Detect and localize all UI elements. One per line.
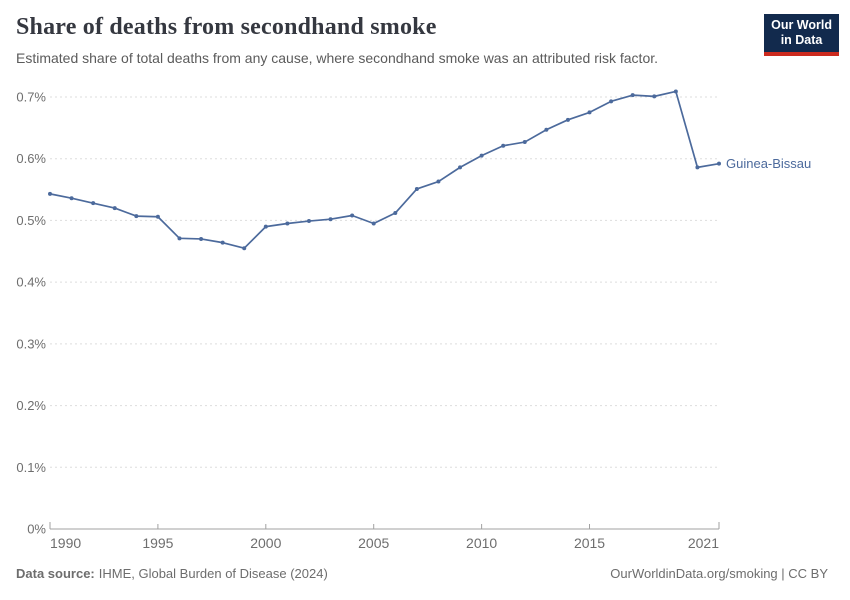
data-point[interactable] [479, 153, 484, 158]
y-axis-tick-label: 0.2% [16, 398, 46, 413]
chart-title: Share of deaths from secondhand smoke [16, 14, 437, 40]
data-point[interactable] [587, 110, 592, 115]
x-axis-tick-label: 2015 [574, 535, 605, 551]
x-axis-tick-label: 1990 [50, 535, 81, 551]
data-point[interactable] [134, 214, 139, 219]
data-point[interactable] [242, 246, 247, 251]
data-point[interactable] [544, 127, 549, 132]
owid-logo-line2: in Data [780, 33, 823, 47]
chart-subtitle: Estimated share of total deaths from any… [16, 50, 659, 66]
data-point[interactable] [306, 219, 311, 224]
data-point[interactable] [155, 214, 160, 219]
data-point[interactable] [522, 140, 527, 145]
data-point[interactable] [393, 211, 398, 216]
owid-logo[interactable]: Our World in Data [764, 14, 839, 56]
x-axis-tick-label: 2005 [358, 535, 389, 551]
data-source-text: IHME, Global Burden of Disease (2024) [98, 566, 328, 581]
x-axis-tick-label: 2010 [466, 535, 497, 551]
y-axis-tick-label: 0% [27, 522, 46, 537]
data-point[interactable] [695, 165, 700, 170]
line-chart-svg[interactable]: 0% 0.1% 0.2% 0.3% 0.4% 0.5% 0.6% 0.7% 1990 1995 20… [0, 80, 850, 555]
data-point[interactable] [112, 206, 117, 211]
y-axis-tick-label: 0.3% [16, 336, 46, 351]
data-point[interactable] [350, 213, 355, 218]
data-point[interactable] [414, 186, 419, 191]
data-line[interactable] [49, 90, 720, 250]
x-axis-tick-label: 2000 [250, 535, 281, 551]
chart-plot-area[interactable]: 0% 0.1% 0.2% 0.3% 0.4% 0.5% 0.6% 0.7% 1990 1995 20… [0, 80, 850, 555]
data-point[interactable] [609, 99, 614, 104]
data-point[interactable] [263, 224, 268, 229]
credit-link[interactable]: OurWorldinData.org/smoking | CC BY [610, 566, 828, 581]
data-point[interactable] [630, 93, 635, 98]
x-axis-tick-label: 2021 [688, 535, 719, 551]
data-point[interactable] [220, 240, 225, 245]
data-point[interactable] [199, 236, 204, 241]
y-axis-tick-label: 0.7% [16, 90, 46, 105]
data-point[interactable] [69, 196, 74, 201]
data-source: Data source: IHME, Global Burden of Disea… [16, 566, 328, 581]
data-point[interactable] [501, 143, 506, 148]
data-point[interactable] [371, 221, 376, 226]
y-axis-tick-label: 0.4% [16, 275, 46, 290]
data-point[interactable] [48, 191, 52, 196]
data-point[interactable] [436, 179, 441, 184]
data-point[interactable] [91, 201, 96, 206]
data-point[interactable] [673, 89, 678, 94]
data-point[interactable] [652, 94, 657, 99]
data-point[interactable] [458, 165, 463, 170]
owid-logo-line1: Our World [771, 18, 832, 32]
data-point[interactable] [565, 117, 570, 122]
chart-footer: Data source: IHME, Global Burden of Disea… [16, 566, 828, 581]
data-point[interactable] [285, 221, 290, 226]
data-point[interactable] [328, 217, 333, 222]
y-axis-tick-label: 0.5% [16, 213, 46, 228]
series-label[interactable]: Guinea-Bissau [726, 156, 811, 171]
y-axis-tick-label: 0.6% [16, 151, 46, 166]
data-point[interactable] [177, 236, 182, 241]
data-point[interactable] [717, 161, 721, 166]
data-source-label: Data source: [16, 566, 95, 581]
x-axis-tick-label: 1995 [142, 535, 173, 551]
y-axis-tick-label: 0.1% [16, 460, 46, 475]
